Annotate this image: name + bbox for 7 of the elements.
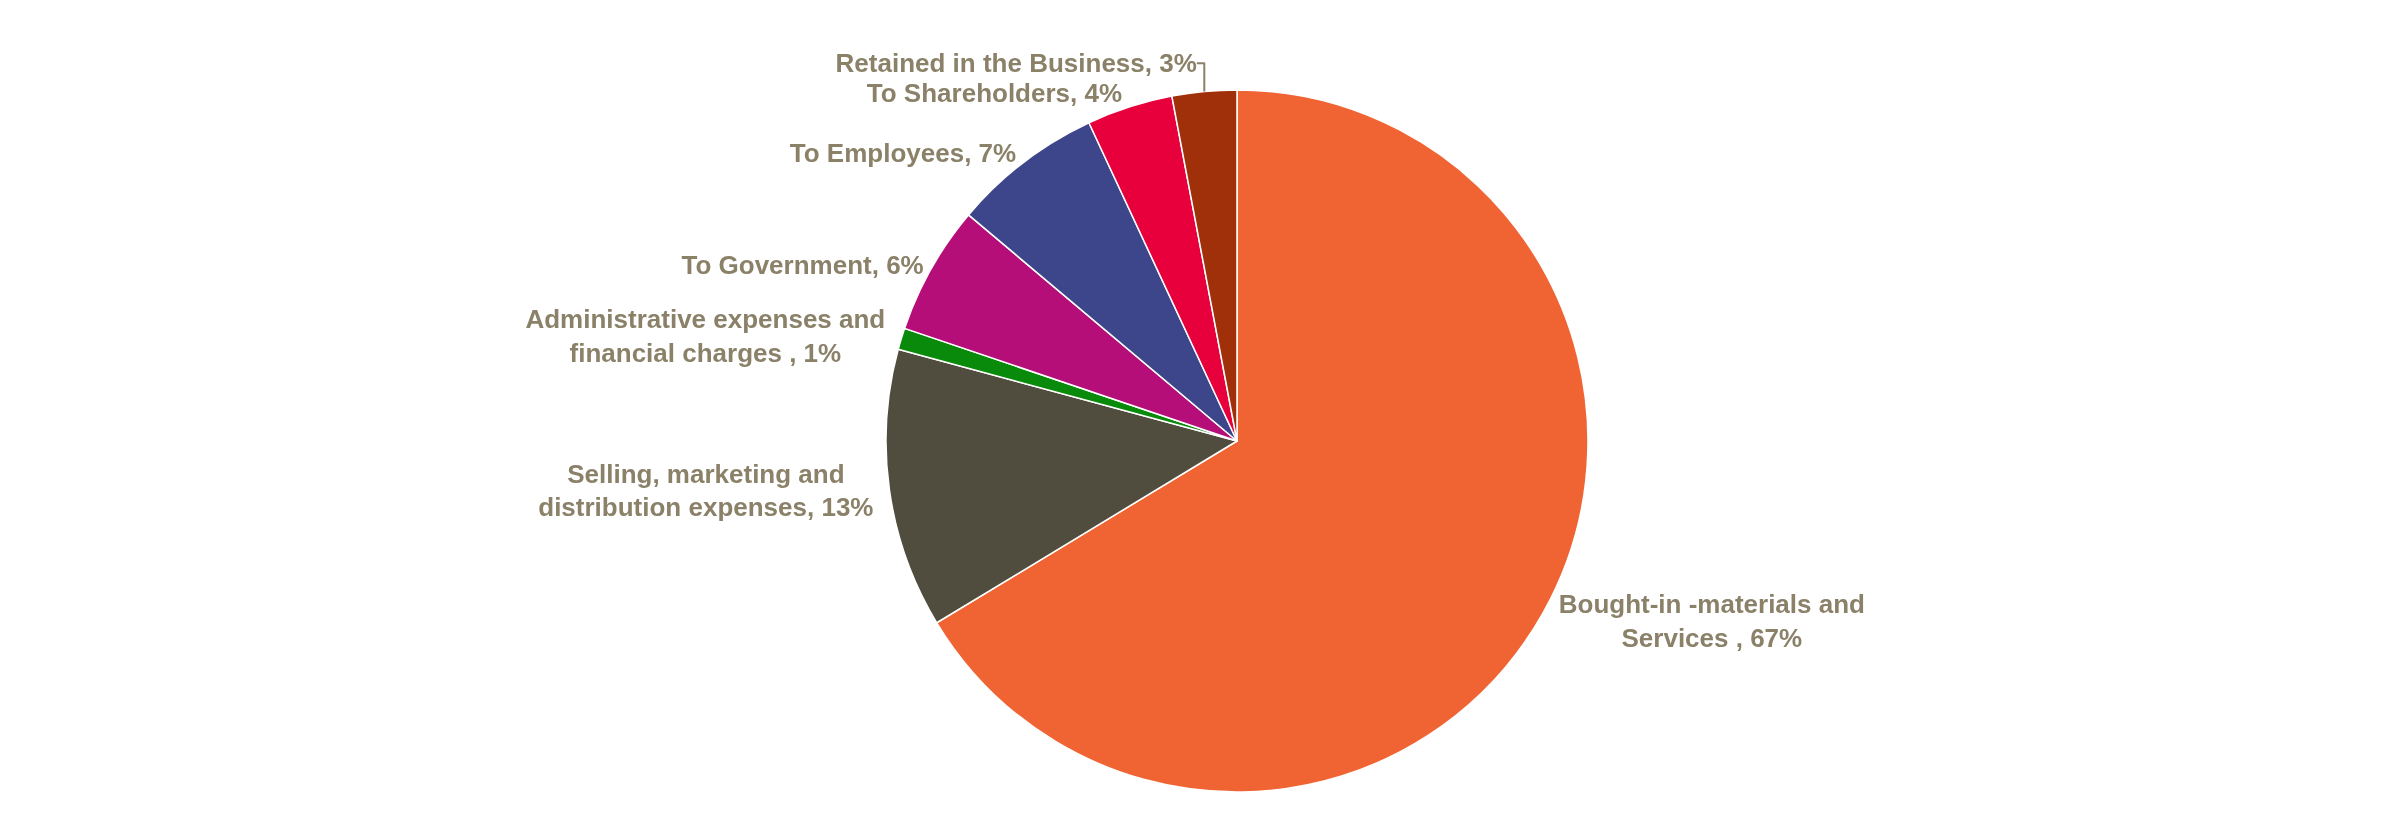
slice-label: To Employees, 7% [789,137,1017,168]
slice-label: To Shareholders, 4% [866,78,1123,109]
slice-label: Administrative expenses and financial charges , 1% [525,304,886,368]
slice-label: Retained in the Business, 3% [835,48,1197,79]
slice-label: Selling, marketing and distribution expenses, 13% [538,458,874,523]
slice-label: Bought-in -materials and Services , 67% [1558,589,1865,653]
slice-label: To Government, 6% [681,250,924,281]
